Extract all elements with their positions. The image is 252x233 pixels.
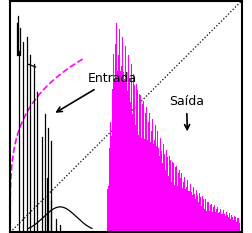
Text: Entrada: Entrada — [57, 72, 137, 112]
Text: Saída: Saída — [169, 95, 204, 130]
